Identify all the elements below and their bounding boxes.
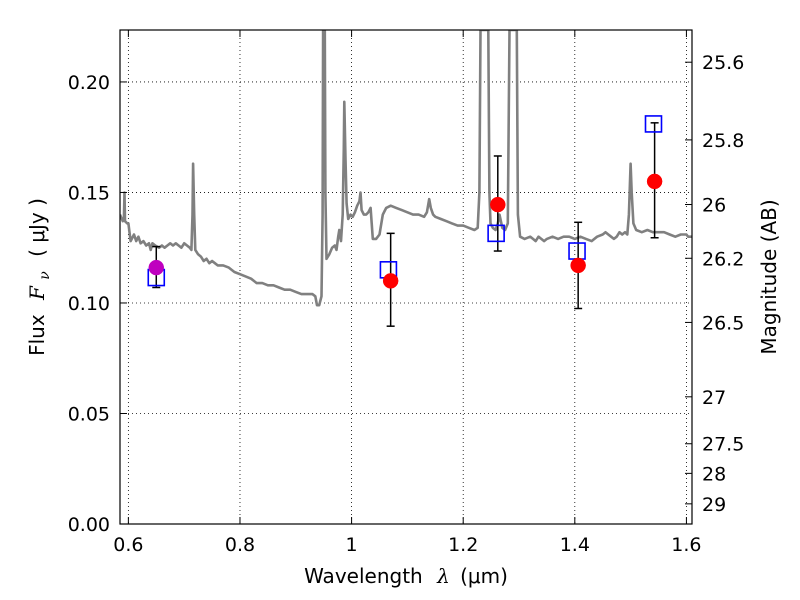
x-axis-label-symbol: λ	[436, 564, 450, 588]
x-tick-label: 1.4	[560, 534, 590, 556]
x-axis-label-unit: (μm)	[460, 564, 508, 588]
y-tick-label: 0.05	[68, 403, 110, 425]
spectrum-layer	[120, 30, 692, 307]
model-photometry-square	[568, 242, 586, 260]
y-tick-label: 0.20	[68, 72, 110, 94]
y-axis-label: Flux F ν ( μJy )	[25, 198, 54, 356]
x-tick-label: 1.6	[671, 534, 701, 556]
y-axis-label-symbol: F	[25, 285, 49, 301]
x-axis-label-text: Wavelength	[304, 564, 423, 588]
model-photometry-square	[487, 224, 505, 243]
magnitude-tick-label: 25.6	[702, 52, 744, 74]
magnitude-tick-label: 26.2	[702, 248, 744, 270]
y-tick-label: 0.15	[68, 182, 110, 204]
y-tick-label: 0.10	[68, 293, 110, 315]
ticks-layer: 0.6 0.8 1 1.2 1.4 1.6 0.00 0.05 0.10 0.15 0.20 25.6…	[68, 30, 744, 556]
y-tick-label: 0.00	[68, 514, 110, 536]
observed-flux-point	[382, 273, 399, 289]
magnitude-tick-label: 28	[702, 463, 726, 485]
magnitude-tick-label: 27.5	[702, 434, 744, 456]
model-photometry-square	[644, 115, 663, 133]
x-tick-label: 1	[346, 534, 358, 556]
magnitude-tick-label: 29	[702, 494, 726, 516]
x-tick-label: 0.6	[113, 534, 143, 556]
observed-flux-point	[570, 257, 586, 274]
observed-flux-point	[490, 196, 506, 213]
markers-layer	[147, 115, 663, 327]
y-axis-label-subscript: ν	[37, 271, 53, 280]
x-tick-label: 0.8	[225, 534, 255, 556]
grid-layer	[120, 30, 692, 524]
x-axis-label: Wavelength λ (μm)	[304, 564, 508, 588]
plot-frame	[119, 29, 693, 525]
y-axis-label-text: Flux	[25, 314, 49, 356]
magnitude-tick-label: 27	[702, 387, 726, 409]
observed-flux-point	[148, 259, 165, 276]
spectrum-line	[120, 30, 692, 307]
magnitude-tick-label: 26.5	[702, 312, 744, 334]
observed-flux-point	[646, 173, 663, 190]
magnitude-tick-label: 25.8	[702, 130, 744, 152]
x-tick-label: 1.2	[448, 534, 478, 556]
y-axis-label-unit: ( μJy )	[25, 198, 49, 257]
magnitude-tick-label: 26	[702, 195, 726, 217]
magnitude-axis-label: Magnitude (AB)	[757, 199, 781, 354]
